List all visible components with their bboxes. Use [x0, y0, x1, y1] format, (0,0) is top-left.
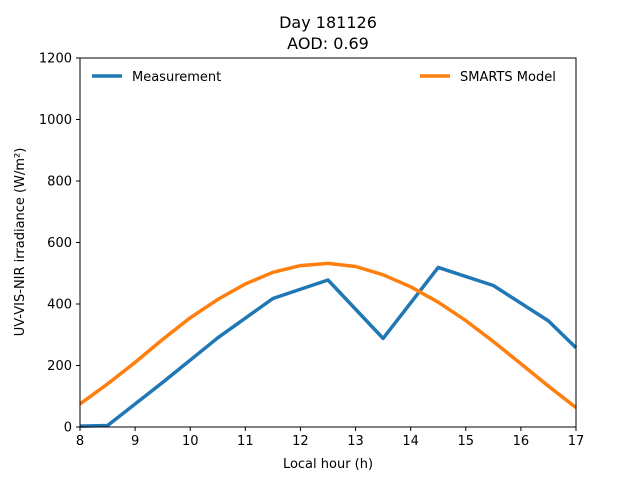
legend-label-smarts-model: SMARTS Model: [460, 70, 556, 85]
y-tick-label: 400: [47, 298, 72, 313]
x-axis-ticks: 8 9 10 11 12 13 14 15 16 17: [76, 427, 584, 449]
x-tick-label: 10: [182, 434, 199, 449]
x-tick-label: 12: [292, 434, 309, 449]
x-tick-label: 9: [131, 434, 139, 449]
x-tick-label: 15: [458, 434, 475, 449]
y-tick-label: 600: [47, 236, 72, 251]
chart-title-line-1: Day 181126: [279, 13, 377, 32]
y-tick-label: 800: [47, 175, 72, 190]
x-tick-label: 11: [237, 434, 254, 449]
y-tick-label: 200: [47, 359, 72, 374]
y-tick-label: 0: [64, 421, 72, 436]
x-tick-label: 14: [402, 434, 419, 449]
y-axis-ticks: 0 200 400 600 800 1000 1200: [39, 52, 80, 436]
x-axis-label: Local hour (h): [283, 457, 373, 472]
x-tick-label: 8: [76, 434, 84, 449]
series-line-measurement: [79, 265, 578, 428]
x-tick-label: 13: [347, 434, 364, 449]
chart-title-line-2: AOD: 0.69: [287, 34, 369, 53]
x-tick-label: 17: [568, 434, 585, 449]
y-tick-label: 1000: [39, 113, 72, 128]
legend-label-measurement: Measurement: [132, 70, 221, 85]
series-lines: [78, 261, 578, 428]
plot-area-frame: [79, 57, 577, 428]
x-tick-label: 16: [513, 434, 530, 449]
y-axis-label: UV-VIS-NIR irradiance (W/m²): [13, 148, 28, 337]
legend: Measurement SMARTS Model: [92, 70, 556, 85]
series-line-smarts-model: [78, 261, 578, 409]
y-tick-label: 1200: [39, 52, 72, 67]
